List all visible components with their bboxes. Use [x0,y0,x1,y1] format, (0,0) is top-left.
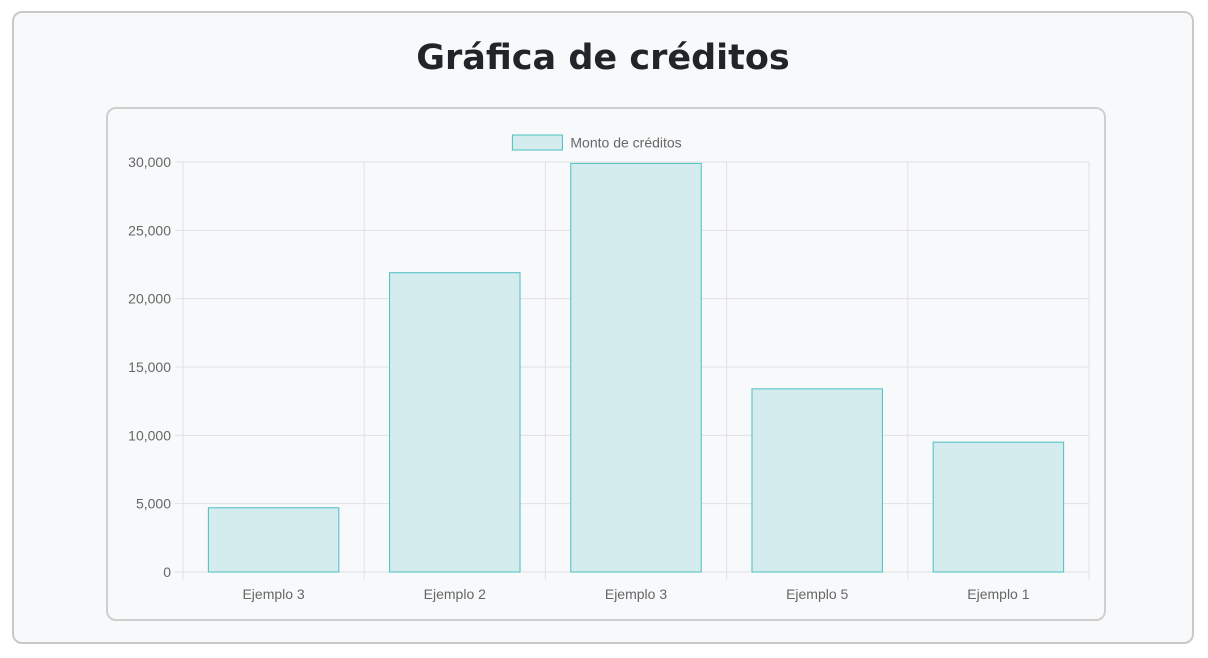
y-tick-label: 0 [163,564,171,580]
legend-swatch [511,134,563,151]
bar-chart: 0 5,000 10,000 15,000 20,000 25,000 30,000 Ejem… [128,134,1090,602]
page-title: Gráfica de créditos [416,38,790,78]
y-tick-label: 5,000 [136,496,171,512]
legend-label: Monto de créditos [570,135,681,151]
x-tick-label: Ejemplo 1 [967,586,1029,602]
y-tick-label: 20,000 [128,291,171,307]
bar [751,388,883,573]
chart-card: 0 5,000 10,000 15,000 20,000 25,000 30,000 Ejem… [106,107,1106,621]
x-tick-label: Ejemplo 3 [242,586,304,602]
bar [207,507,340,573]
x-tick-label: Ejemplo 5 [786,586,848,602]
y-tick-label: 10,000 [128,427,171,443]
x-tick-label: Ejemplo 2 [424,586,486,602]
x-tick-label: Ejemplo 3 [605,586,667,602]
y-tick-label: 15,000 [128,359,171,375]
y-tick-label: 30,000 [128,154,171,170]
bar [389,272,521,573]
bar [932,441,1065,573]
y-tick-label: 25,000 [128,222,171,238]
bar [570,162,702,573]
